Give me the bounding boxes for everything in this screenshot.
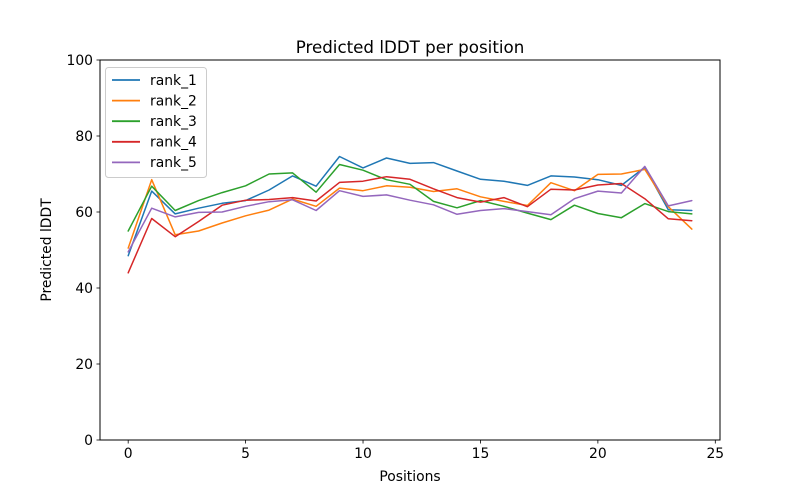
plot-area: 0 5 10 15 20 25 0 20 40 60 80 100: [66, 53, 724, 462]
x-axis-label: Positions: [379, 469, 440, 485]
y-tick-label: 80: [75, 129, 93, 145]
legend-item-rank_3: rank_3: [112, 114, 197, 130]
series-line-rank_1: [127, 155, 693, 257]
x-tick-label: 0: [124, 446, 133, 462]
legend-label: rank_2: [150, 93, 197, 109]
series-line-rank_3: [127, 163, 693, 232]
legend-label: rank_3: [150, 114, 197, 130]
series-line-rank_5: [127, 165, 693, 253]
y-tick-label: 20: [75, 357, 93, 373]
legend-item-rank_2: rank_2: [112, 93, 197, 109]
y-tick-label: 60: [75, 205, 93, 221]
x-tick-label: 20: [589, 446, 607, 462]
x-tick-label: 25: [706, 446, 724, 462]
legend-item-rank_5: rank_5: [112, 155, 197, 171]
series-line-rank_4: [127, 175, 693, 274]
x-tick-label: 15: [472, 446, 490, 462]
series-line-rank_2: [127, 168, 693, 249]
y-tick-label: 40: [75, 281, 93, 297]
y-axis-label: Predicted lDDT: [39, 198, 55, 302]
chart-title: Predicted lDDT per position: [296, 37, 525, 57]
legend-item-rank_1: rank_1: [112, 73, 197, 89]
y-tick-label: 0: [84, 433, 93, 449]
legend-label: rank_5: [150, 155, 197, 171]
legend-item-rank_4: rank_4: [112, 135, 197, 151]
legend-label: rank_4: [150, 135, 197, 151]
axes-border: [99, 59, 721, 441]
legend-label: rank_1: [150, 73, 197, 89]
legend-box: [105, 67, 207, 178]
legend: rank_1 rank_2 rank_3 rank_4 rank_5: [105, 67, 207, 178]
x-tick-label: 5: [241, 446, 250, 462]
x-tick-label: 10: [354, 446, 372, 462]
y-tick-label: 100: [66, 53, 93, 69]
